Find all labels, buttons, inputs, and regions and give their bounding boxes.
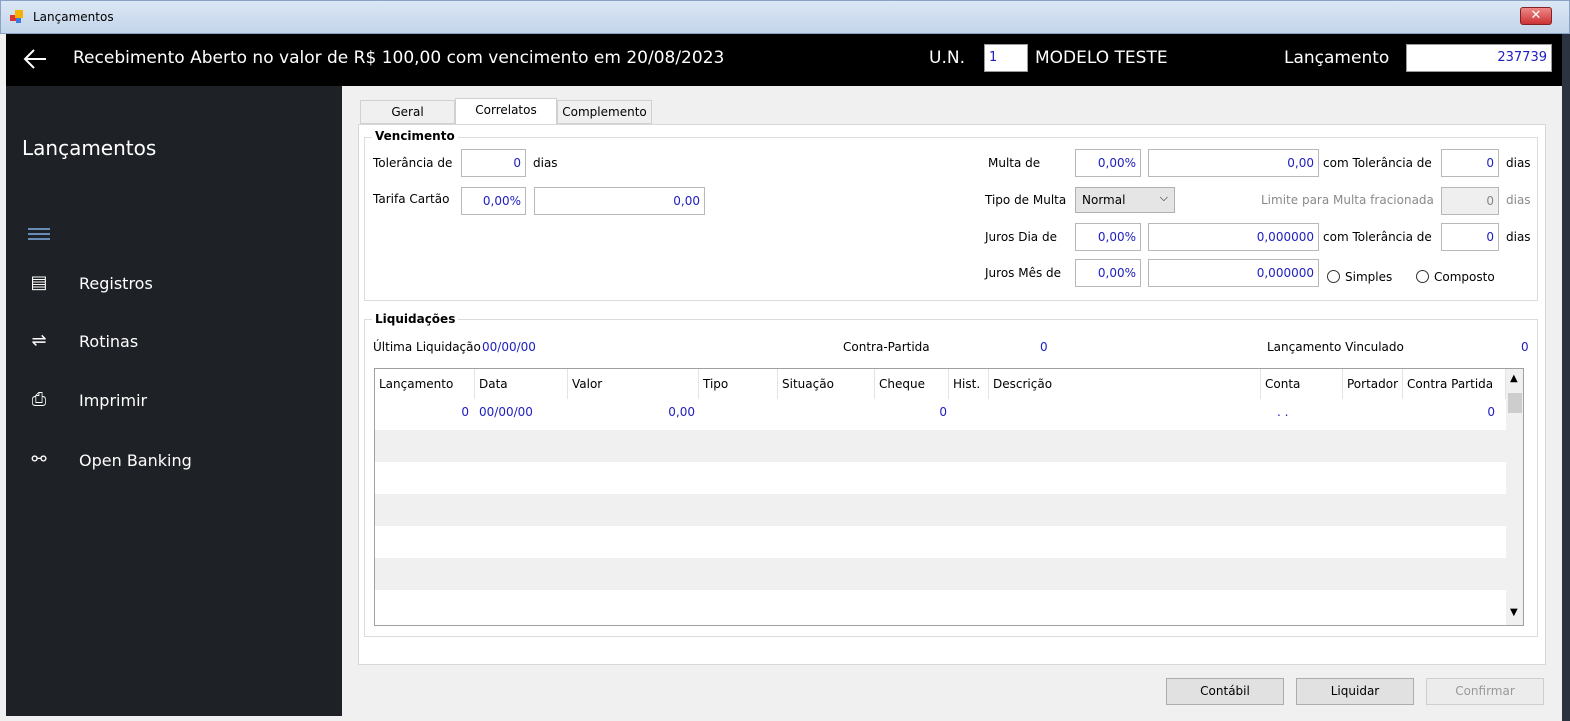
simples-label[interactable]: Simples xyxy=(1345,270,1393,284)
sidebar-item-rotinas[interactable]: ⇌ Rotinas xyxy=(6,322,342,362)
confirmar-button: Confirmar xyxy=(1426,678,1544,705)
close-button[interactable]: ✕ xyxy=(1520,7,1552,25)
column-header[interactable]: Descrição xyxy=(989,369,1261,399)
cell-conta: . . xyxy=(1277,405,1289,419)
tab-complemento[interactable]: Complemento xyxy=(557,100,652,124)
sidebar-item-imprimir[interactable]: ⎙ Imprimir xyxy=(6,381,342,421)
window-title: Lançamentos xyxy=(33,10,114,24)
contra-partida-label: Contra-Partida xyxy=(843,340,930,354)
liquidar-button[interactable]: Liquidar xyxy=(1296,678,1414,705)
un-input[interactable]: 1 xyxy=(984,44,1028,72)
multa-tolerancia-input[interactable]: 0 xyxy=(1441,149,1499,177)
juros-dia-label: Juros Dia de xyxy=(985,230,1057,244)
cell-valor: 0,00 xyxy=(668,405,695,419)
lancamento-vinculado-value: 0 xyxy=(1521,340,1529,354)
liquidacoes-group xyxy=(364,319,1538,637)
juros-dia-pct-input[interactable]: 0,00% xyxy=(1075,223,1141,251)
table-row-empty xyxy=(375,558,1506,590)
tolerancia-label: Tolerância de xyxy=(373,156,453,170)
liquidacoes-title: Liquidações xyxy=(372,312,459,326)
simples-radio[interactable] xyxy=(1327,270,1340,283)
column-header[interactable]: Valor xyxy=(568,369,699,399)
column-header[interactable]: Conta xyxy=(1261,369,1343,399)
tarifa-value-input[interactable]: 0,00 xyxy=(534,187,705,215)
scroll-thumb[interactable] xyxy=(1508,393,1522,413)
cell-contra-partida: 0 xyxy=(1487,405,1495,419)
lancamento-label: Lançamento xyxy=(1284,48,1390,68)
ultima-liquidacao-value: 00/00/00 xyxy=(482,340,536,354)
dias-label: dias xyxy=(533,156,558,170)
juros-mes-label: Juros Mês de xyxy=(985,266,1062,280)
company-name: MODELO TESTE xyxy=(1035,48,1168,68)
app-icon xyxy=(10,10,23,23)
lancamento-input[interactable]: 237739 xyxy=(1406,44,1552,72)
multa-tolerancia-label: com Tolerância de xyxy=(1323,156,1432,170)
tab-geral[interactable]: Geral xyxy=(360,100,455,124)
dias-label: dias xyxy=(1506,193,1531,207)
sidebar-title: Lançamentos xyxy=(22,136,157,160)
tarifa-label: Tarifa Cartão xyxy=(373,192,450,206)
title-bar: Lançamentos ✕ xyxy=(0,0,1570,34)
composto-label[interactable]: Composto xyxy=(1434,270,1495,284)
multa-pct-input[interactable]: 0,00% xyxy=(1075,149,1141,177)
sidebar-item-registros[interactable]: ▤ Registros xyxy=(6,264,342,304)
liquidacoes-grid[interactable]: Lançamento Data Valor Tipo Situação Cheq… xyxy=(374,368,1524,626)
ultima-liquidacao-label: Última Liquidação xyxy=(373,340,481,354)
composto-radio[interactable] xyxy=(1416,270,1429,283)
cell-data: 00/00/00 xyxy=(479,405,533,419)
back-arrow-icon[interactable] xyxy=(22,48,48,70)
table-row-empty xyxy=(375,430,1506,462)
column-header[interactable]: Contra Partida xyxy=(1403,369,1506,399)
vencimento-group xyxy=(364,137,1538,301)
multa-value-input[interactable]: 0,00 xyxy=(1148,149,1319,177)
limite-input: 0 xyxy=(1441,187,1499,215)
table-row[interactable]: 0 00/00/00 0,00 0 . . 0 xyxy=(375,399,1506,431)
juros-mes-value-input[interactable]: 0,000000 xyxy=(1148,259,1319,287)
cell-cheque: 0 xyxy=(939,405,947,419)
scroll-down-icon[interactable]: ▼ xyxy=(1510,607,1518,618)
dias-label: dias xyxy=(1506,230,1531,244)
tab-correlatos[interactable]: Correlatos xyxy=(455,98,557,125)
juros-tolerancia-input[interactable]: 0 xyxy=(1441,223,1499,251)
contra-partida-value: 0 xyxy=(1040,340,1048,354)
window-border xyxy=(1562,34,1570,721)
printer-icon: ⎙ xyxy=(31,389,47,410)
column-header[interactable]: Hist. xyxy=(949,369,989,399)
bank-icon: ⚯ xyxy=(31,449,47,470)
juros-tolerancia-label: com Tolerância de xyxy=(1323,230,1432,244)
dias-label: dias xyxy=(1506,156,1531,170)
vertical-scrollbar[interactable]: ▲ ▼ xyxy=(1506,369,1523,625)
contabil-button[interactable]: Contábil xyxy=(1166,678,1284,705)
menu-icon[interactable] xyxy=(28,227,50,241)
multa-label: Multa de xyxy=(988,156,1041,170)
tolerancia-input[interactable]: 0 xyxy=(461,149,526,177)
tipo-multa-value: Normal xyxy=(1082,193,1126,207)
lancamento-vinculado-label: Lançamento Vinculado xyxy=(1267,340,1404,354)
registros-icon: ▤ xyxy=(30,272,48,293)
exchange-icon: ⇌ xyxy=(31,330,47,351)
tipo-multa-select[interactable]: Normal ⌵ xyxy=(1075,187,1175,213)
column-header[interactable]: Data xyxy=(475,369,568,399)
column-header[interactable]: Cheque xyxy=(875,369,949,399)
sidebar-item-open-banking[interactable]: ⚯ Open Banking xyxy=(6,441,342,481)
tarifa-pct-input[interactable]: 0,00% xyxy=(461,187,526,215)
vencimento-title: Vencimento xyxy=(372,129,458,143)
juros-mes-pct-input[interactable]: 0,00% xyxy=(1075,259,1141,287)
column-header[interactable]: Lançamento xyxy=(375,369,475,399)
tipo-multa-label: Tipo de Multa xyxy=(985,193,1067,207)
table-row-empty xyxy=(375,494,1506,526)
header-bar: Recebimento Aberto no valor de R$ 100,00… xyxy=(6,34,1562,86)
column-header[interactable]: Tipo xyxy=(699,369,778,399)
column-header[interactable]: Portador xyxy=(1343,369,1403,399)
scroll-up-icon[interactable]: ▲ xyxy=(1510,373,1518,384)
column-header[interactable]: Situação xyxy=(778,369,875,399)
juros-dia-value-input[interactable]: 0,000000 xyxy=(1148,223,1319,251)
sidebar: Lançamentos ▤ Registros ⇌ Rotinas ⎙ Imprimi… xyxy=(6,86,342,716)
un-label: U.N. xyxy=(929,48,965,68)
limite-label: Limite para Multa fracionada xyxy=(1261,193,1434,207)
page-title: Recebimento Aberto no valor de R$ 100,00… xyxy=(73,48,725,68)
cell-lancamento: 0 xyxy=(461,405,469,419)
chevron-down-icon: ⌵ xyxy=(1159,191,1168,204)
